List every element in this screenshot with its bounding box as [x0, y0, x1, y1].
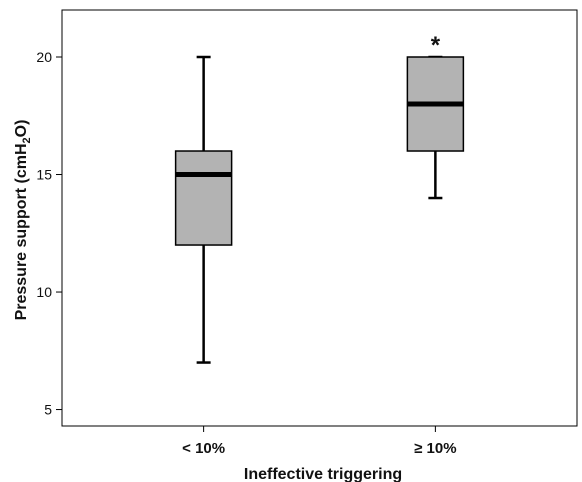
x-axis: < 10% ≥ 10% — [182, 426, 457, 457]
x-axis-title: Ineffective triggering — [244, 466, 402, 482]
y-tick-label: 5 — [44, 402, 52, 418]
box-group: * — [406, 32, 465, 200]
box-group — [174, 55, 233, 364]
iqr-box — [174, 150, 233, 246]
y-tick-label: 10 — [36, 284, 52, 300]
y-axis: 5 10 15 20 — [36, 49, 62, 418]
x-tick-label: < 10% — [182, 440, 225, 457]
x-tick-label: ≥ 10% — [414, 440, 456, 457]
boxes-layer: * — [174, 32, 465, 364]
plot-frame — [61, 9, 578, 427]
y-axis-title: Pressure support (cmH2O) — [13, 120, 33, 321]
significance-marker: * — [431, 32, 441, 59]
y-tick-label: 20 — [36, 49, 52, 65]
y-tick-label: 15 — [36, 167, 52, 183]
